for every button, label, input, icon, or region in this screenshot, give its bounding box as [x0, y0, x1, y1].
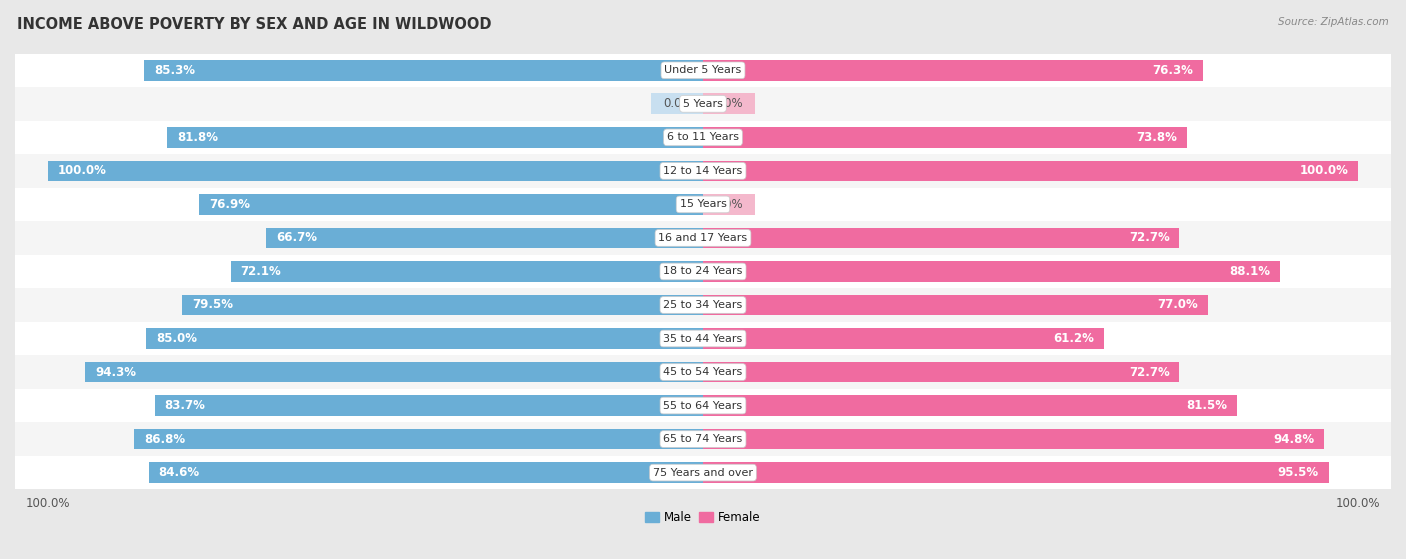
Text: 76.3%: 76.3%: [1153, 64, 1194, 77]
Bar: [15, 389, 1406, 422]
Bar: [15, 322, 1406, 356]
Bar: [15, 456, 1406, 489]
Text: 15 Years: 15 Years: [679, 200, 727, 210]
Text: 81.5%: 81.5%: [1187, 399, 1227, 412]
Text: 72.1%: 72.1%: [240, 265, 281, 278]
Text: 55 to 64 Years: 55 to 64 Years: [664, 401, 742, 410]
Text: 94.8%: 94.8%: [1274, 433, 1315, 446]
Bar: [703, 395, 1237, 416]
Text: 83.7%: 83.7%: [165, 399, 205, 412]
Bar: [48, 160, 703, 181]
Text: 79.5%: 79.5%: [191, 299, 233, 311]
Legend: Male, Female: Male, Female: [641, 506, 765, 529]
Bar: [15, 188, 1406, 221]
Text: 85.3%: 85.3%: [153, 64, 195, 77]
Bar: [86, 362, 703, 382]
Text: 72.7%: 72.7%: [1129, 366, 1170, 378]
Text: Under 5 Years: Under 5 Years: [665, 65, 741, 75]
Bar: [15, 121, 1406, 154]
Text: 100.0%: 100.0%: [1299, 164, 1348, 177]
Bar: [200, 194, 703, 215]
Text: 66.7%: 66.7%: [276, 231, 316, 244]
Bar: [15, 356, 1406, 389]
Bar: [703, 362, 1180, 382]
Text: 6 to 11 Years: 6 to 11 Years: [666, 132, 740, 143]
Bar: [15, 87, 1406, 121]
Text: 65 to 74 Years: 65 to 74 Years: [664, 434, 742, 444]
Bar: [155, 395, 703, 416]
Bar: [703, 328, 1104, 349]
Bar: [146, 328, 703, 349]
Text: 0.0%: 0.0%: [713, 97, 742, 110]
Text: 75 Years and over: 75 Years and over: [652, 468, 754, 477]
Text: 77.0%: 77.0%: [1157, 299, 1198, 311]
Text: 95.5%: 95.5%: [1278, 466, 1319, 479]
Text: 76.9%: 76.9%: [209, 198, 250, 211]
Text: 85.0%: 85.0%: [156, 332, 197, 345]
Text: 94.3%: 94.3%: [96, 366, 136, 378]
Bar: [15, 422, 1406, 456]
Bar: [703, 228, 1180, 248]
Bar: [15, 54, 1406, 87]
Text: 72.7%: 72.7%: [1129, 231, 1170, 244]
Bar: [703, 194, 755, 215]
Bar: [703, 160, 1358, 181]
Text: 61.2%: 61.2%: [1053, 332, 1094, 345]
Text: INCOME ABOVE POVERTY BY SEX AND AGE IN WILDWOOD: INCOME ABOVE POVERTY BY SEX AND AGE IN W…: [17, 17, 491, 32]
Text: 12 to 14 Years: 12 to 14 Years: [664, 166, 742, 176]
Text: 16 and 17 Years: 16 and 17 Years: [658, 233, 748, 243]
Bar: [651, 93, 703, 114]
Text: 81.8%: 81.8%: [177, 131, 218, 144]
Bar: [703, 295, 1208, 315]
Bar: [15, 255, 1406, 288]
Text: 88.1%: 88.1%: [1229, 265, 1271, 278]
Bar: [266, 228, 703, 248]
Text: 84.6%: 84.6%: [159, 466, 200, 479]
Text: 86.8%: 86.8%: [143, 433, 186, 446]
Bar: [703, 60, 1204, 80]
Bar: [703, 462, 1329, 483]
Bar: [15, 221, 1406, 255]
Text: 0.0%: 0.0%: [713, 198, 742, 211]
Bar: [167, 127, 703, 148]
Text: 35 to 44 Years: 35 to 44 Years: [664, 334, 742, 344]
Text: 18 to 24 Years: 18 to 24 Years: [664, 267, 742, 277]
Text: 45 to 54 Years: 45 to 54 Years: [664, 367, 742, 377]
Bar: [149, 462, 703, 483]
Text: 5 Years: 5 Years: [683, 99, 723, 109]
Bar: [15, 154, 1406, 188]
Bar: [15, 288, 1406, 322]
Bar: [703, 127, 1187, 148]
Bar: [143, 60, 703, 80]
Bar: [134, 429, 703, 449]
Bar: [231, 261, 703, 282]
Bar: [703, 261, 1281, 282]
Text: 100.0%: 100.0%: [58, 164, 107, 177]
Text: 25 to 34 Years: 25 to 34 Years: [664, 300, 742, 310]
Bar: [703, 429, 1324, 449]
Text: 0.0%: 0.0%: [664, 97, 693, 110]
Text: 73.8%: 73.8%: [1136, 131, 1177, 144]
Bar: [703, 93, 755, 114]
Bar: [183, 295, 703, 315]
Text: Source: ZipAtlas.com: Source: ZipAtlas.com: [1278, 17, 1389, 27]
